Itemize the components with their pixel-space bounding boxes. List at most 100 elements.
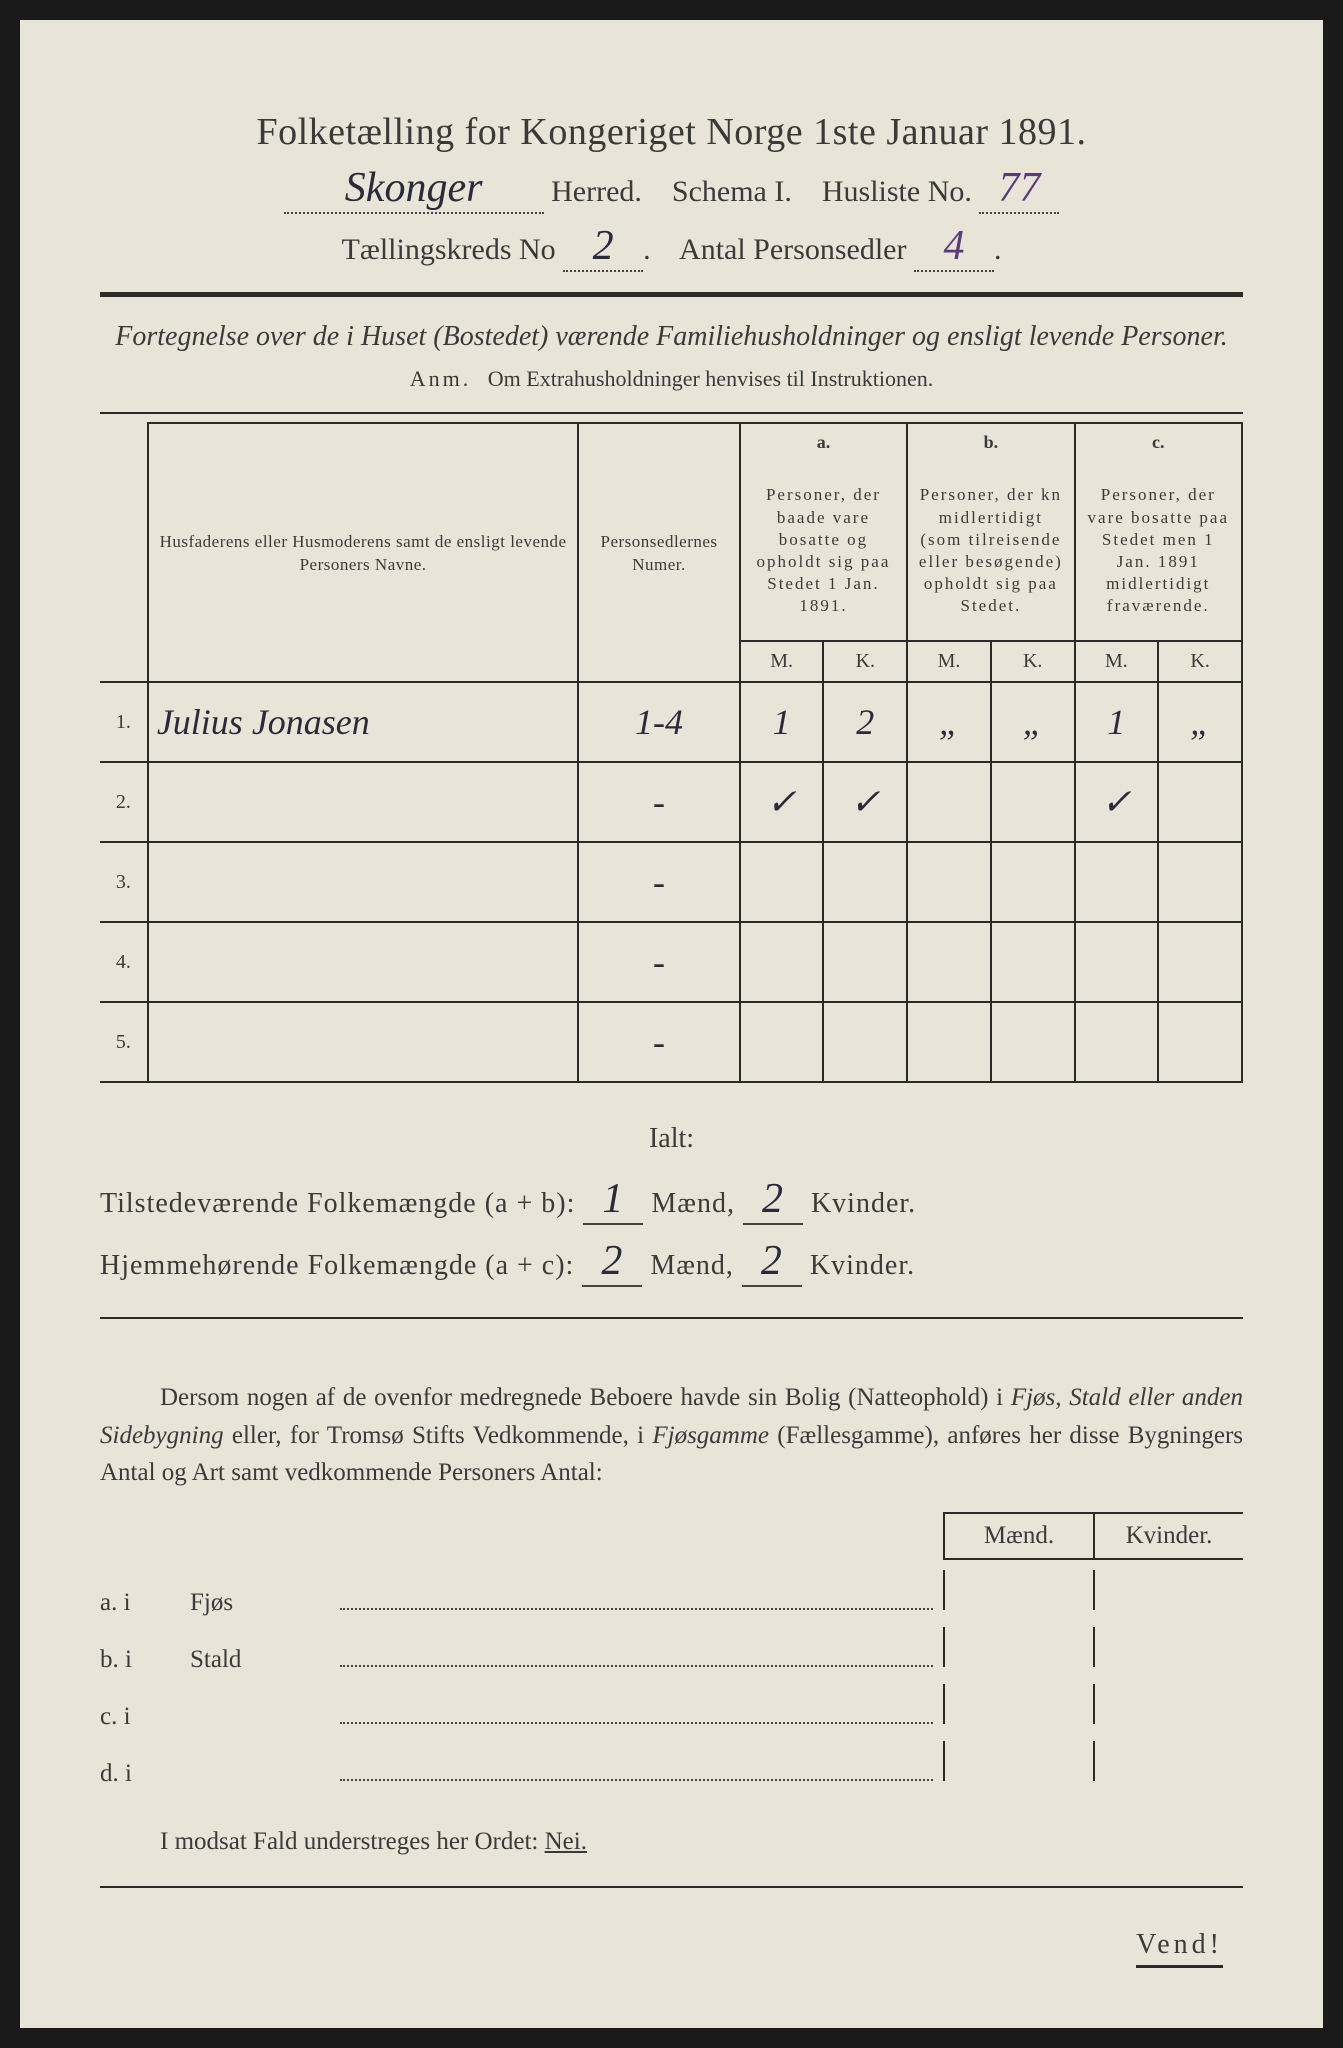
bottom-paragraph: Dersom nogen af de ovenfor medregnede Be… (100, 1379, 1243, 1492)
subtitle: Fortegnelse over de i Huset (Bostedet) v… (100, 317, 1243, 356)
table-row: 4.- (100, 922, 1242, 1002)
dotted-line (340, 1756, 933, 1781)
row-c-m: 1 (1075, 682, 1159, 762)
row-a-k: ✓ (823, 762, 907, 842)
row-a-m: ✓ (740, 762, 824, 842)
vend-label: Vend! (1136, 1929, 1223, 1968)
buildings-row: b. iStald (100, 1627, 1243, 1674)
schema-label: Schema I. (672, 175, 792, 208)
dotted-line (340, 1642, 933, 1667)
col-c-header: c. (1075, 423, 1242, 461)
modsat-line: I modsat Fald understreges her Ordet: Ne… (100, 1828, 1243, 1856)
buildings-row-name: Fjøs (190, 1589, 330, 1617)
husliste-value: 77 (979, 164, 1059, 214)
row-numer: - (578, 762, 739, 842)
row-name (148, 1002, 578, 1082)
buildings-row-label: b. i (100, 1646, 190, 1674)
buildings-row-label: a. i (100, 1589, 190, 1617)
buildings-k-cell (1093, 1741, 1243, 1781)
row-a-m (740, 842, 824, 922)
rule-4 (100, 1886, 1243, 1888)
row-name (148, 842, 578, 922)
col-a-k: K. (823, 641, 907, 682)
table-row: 3. - (100, 842, 1242, 922)
row-b-m (907, 1002, 991, 1082)
header-row-2: Tællingskreds No 2. Antal Personsedler 4… (100, 222, 1243, 272)
ialt-2-k: 2 (742, 1237, 802, 1287)
row-b-k (991, 922, 1075, 1002)
buildings-m-cell (943, 1741, 1093, 1781)
ialt-2-m: 2 (582, 1237, 642, 1287)
row-b-m: „ (907, 682, 991, 762)
col-c-k: K. (1158, 641, 1242, 682)
table-row: 1.Julius Jonasen1-412„„1„ (100, 682, 1242, 762)
nei-word: Nei. (545, 1828, 587, 1855)
row-num: 4. (100, 922, 148, 1002)
totals-section: Ialt: Tilstedeværende Folkemængde (a + b… (100, 1123, 1243, 1287)
row-c-k (1158, 842, 1242, 922)
dotted-line (340, 1699, 933, 1724)
row-numer: 1-4 (578, 682, 739, 762)
row-c-m (1075, 842, 1159, 922)
dotted-line (340, 1585, 933, 1610)
row-b-m (907, 842, 991, 922)
buildings-row-label: d. i (100, 1760, 190, 1788)
herred-value: Skonger (284, 164, 544, 214)
ialt-1-k: 2 (743, 1175, 803, 1225)
anm-line: Anm. Om Extrahusholdninger henvises til … (100, 366, 1243, 392)
row-b-k (991, 1002, 1075, 1082)
rule-3 (100, 1317, 1243, 1319)
col-b-desc: Personer, der kn midlertidigt (som tilre… (907, 461, 1074, 641)
row-a-m: 1 (740, 682, 824, 762)
buildings-row-label: c. i (100, 1703, 190, 1731)
rule-1 (100, 292, 1243, 297)
blank-corner (100, 423, 148, 682)
buildings-row-name: Stald (190, 1646, 330, 1674)
ialt-row-2: Hjemmehørende Folkemængde (a + c): 2 Mæn… (100, 1237, 1243, 1287)
row-b-k (991, 762, 1075, 842)
col-b-k: K. (991, 641, 1075, 682)
buildings-k-cell (1093, 1627, 1243, 1667)
row-a-m (740, 1002, 824, 1082)
buildings-m-cell (943, 1684, 1093, 1724)
col-names-header: Husfaderens eller Husmoderens samt de en… (148, 423, 578, 682)
row-c-k (1158, 1002, 1242, 1082)
row-c-m: ✓ (1075, 762, 1159, 842)
col-a-desc: Personer, der baade vare bosatte og opho… (740, 461, 907, 641)
col-c-desc: Personer, der vare bosatte paa Stedet me… (1075, 461, 1242, 641)
antal-label: Antal Personsedler (679, 233, 906, 266)
buildings-k-cell (1093, 1684, 1243, 1724)
row-num: 5. (100, 1002, 148, 1082)
row-a-k (823, 842, 907, 922)
buildings-m-cell (943, 1627, 1093, 1667)
main-table: Husfaderens eller Husmoderens samt de en… (100, 422, 1243, 1083)
buildings-row: c. i (100, 1684, 1243, 1731)
buildings-maend: Mænd. (943, 1512, 1093, 1560)
row-a-k: 2 (823, 682, 907, 762)
row-name (148, 922, 578, 1002)
row-c-k (1158, 922, 1242, 1002)
anm-label: Anm. (410, 366, 472, 391)
buildings-m-cell (943, 1570, 1093, 1610)
buildings-header: Mænd. Kvinder. (100, 1512, 1243, 1560)
row-c-k (1158, 762, 1242, 842)
buildings-row: a. iFjøs (100, 1570, 1243, 1617)
row-c-m (1075, 1002, 1159, 1082)
row-c-k: „ (1158, 682, 1242, 762)
row-num: 3. (100, 842, 148, 922)
table-row: 5.- (100, 1002, 1242, 1082)
col-a-header: a. (740, 423, 907, 461)
row-numer: - (578, 842, 739, 922)
col-numer-header: Personsedlernes Numer. (578, 423, 739, 682)
row-a-k (823, 1002, 907, 1082)
row-b-m (907, 762, 991, 842)
row-a-k (823, 922, 907, 1002)
header-row-1: Skonger Herred. Schema I. Husliste No. 7… (100, 164, 1243, 214)
col-b-header: b. (907, 423, 1074, 461)
col-a-m: M. (740, 641, 824, 682)
col-b-m: M. (907, 641, 991, 682)
row-b-k (991, 842, 1075, 922)
ialt-row-1: Tilstedeværende Folkemængde (a + b): 1 M… (100, 1175, 1243, 1225)
buildings-k-cell (1093, 1570, 1243, 1610)
table-row: 2.-✓✓✓ (100, 762, 1242, 842)
